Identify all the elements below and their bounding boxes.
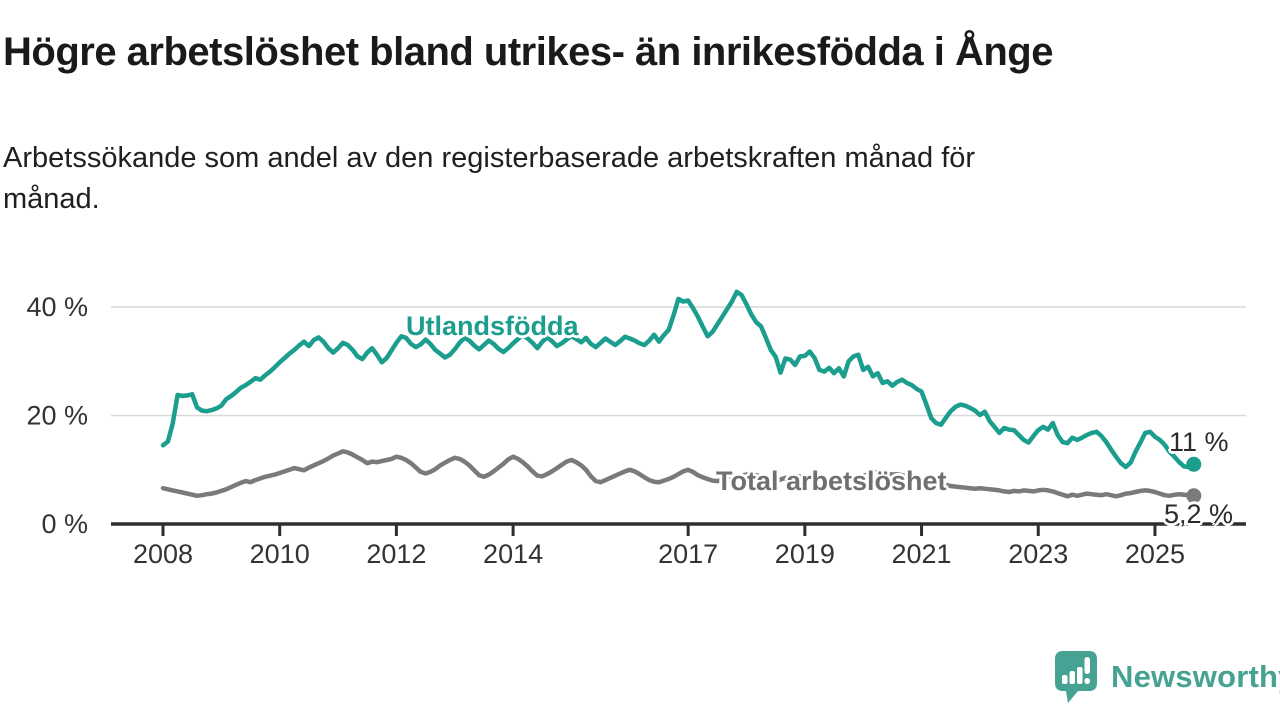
x-axis-label: 2017 (658, 539, 718, 569)
x-axis-label: 2012 (366, 539, 426, 569)
x-axis-label: 2019 (775, 539, 835, 569)
y-axis-label: 40 % (26, 292, 88, 322)
series-label-total-arbetsloshet: Total arbetslöshet (716, 466, 947, 496)
x-axis-label: 2008 (133, 539, 193, 569)
brand-footer: Newsworthy (1054, 650, 1280, 704)
x-axis-label: 2014 (483, 539, 543, 569)
series-label-utlandsfodda: Utlandsfödda (406, 311, 579, 341)
series-endpoint-dot-utlandsf-dda (1186, 456, 1202, 472)
newsworthy-logo-icon (1055, 651, 1097, 703)
x-axis-label: 2025 (1125, 539, 1185, 569)
end-value-label-utlandsfodda: 11 % (1169, 427, 1229, 457)
series-endpoint-dot-total-arbetsl-shet (1186, 488, 1202, 504)
x-axis-label: 2023 (1008, 539, 1068, 569)
series-line-utlandsf-dda (160, 289, 1197, 470)
x-axis-label: 2021 (892, 539, 952, 569)
brand-name: Newsworthy (1111, 659, 1280, 694)
series-line-total-arbetsl-shet (160, 449, 1197, 499)
y-axis-label: 20 % (26, 401, 88, 431)
chart-subtitle: Arbetssökande som andel av den registerb… (3, 142, 976, 215)
chart-title: Högre arbetslöshet bland utrikes- än inr… (3, 30, 1054, 74)
y-axis-label: 0 % (41, 509, 88, 539)
x-axis-label: 2010 (250, 539, 310, 569)
end-value-label-total: 5,2 % (1164, 499, 1234, 529)
